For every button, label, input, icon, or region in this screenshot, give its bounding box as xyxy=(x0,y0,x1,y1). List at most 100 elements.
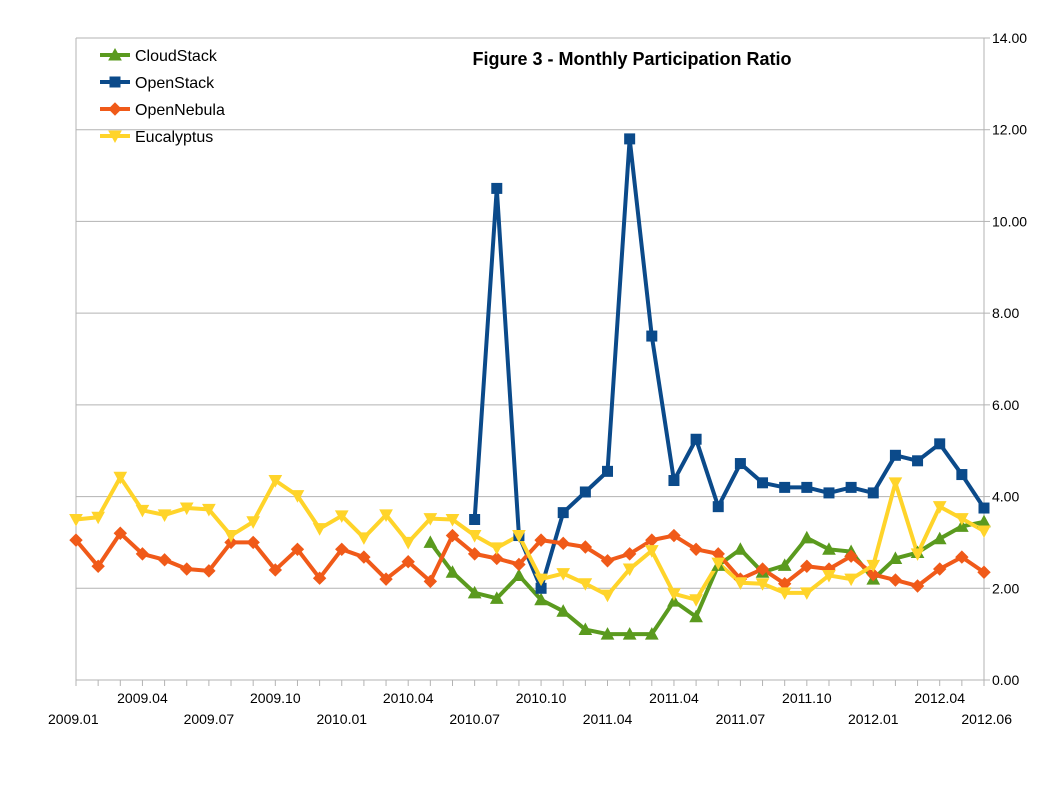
x-tick-label: 2012.01 xyxy=(848,711,899,727)
data-point-opennebula xyxy=(910,579,925,593)
data-point-cloudstack xyxy=(423,535,438,548)
data-point-opennebula xyxy=(534,533,548,547)
data-point-cloudstack xyxy=(733,542,748,555)
data-point-cloudstack xyxy=(777,558,792,571)
data-point-eucalyptus xyxy=(600,589,615,603)
data-point-opennebula xyxy=(600,554,615,568)
data-point-openstack xyxy=(668,475,680,487)
data-point-opennebula xyxy=(755,562,770,576)
data-point-openstack xyxy=(867,487,879,499)
legend-marker-eucalyptus xyxy=(108,130,122,144)
data-point-eucalyptus xyxy=(467,530,482,543)
data-point-openstack xyxy=(912,455,924,467)
data-point-opennebula xyxy=(800,559,814,573)
x-tick-label: 2009.10 xyxy=(250,690,301,706)
data-point-opennebula xyxy=(844,549,858,563)
data-point-eucalyptus xyxy=(401,536,416,550)
data-point-openstack xyxy=(978,502,990,514)
x-tick-label: 2010.04 xyxy=(383,690,434,706)
data-point-openstack xyxy=(469,514,481,525)
x-tick-label: 2010.01 xyxy=(316,711,367,727)
data-point-opennebula xyxy=(490,551,504,566)
data-point-opennebula xyxy=(91,559,105,573)
data-point-openstack xyxy=(602,465,614,477)
data-point-eucalyptus xyxy=(644,545,659,558)
data-point-cloudstack xyxy=(512,568,526,581)
gridlines xyxy=(76,37,984,681)
y-tick-label: 14.00 xyxy=(992,30,1027,46)
data-point-opennebula xyxy=(667,528,681,543)
x-tick-label: 2011.04 xyxy=(583,711,633,727)
data-point-eucalyptus xyxy=(268,475,283,488)
data-point-openstack xyxy=(734,458,746,470)
data-point-opennebula xyxy=(379,572,393,586)
data-point-eucalyptus xyxy=(578,578,593,591)
data-point-eucalyptus xyxy=(179,502,194,516)
data-point-openstack xyxy=(579,486,591,498)
data-point-opennebula xyxy=(512,557,526,572)
data-point-opennebula xyxy=(467,547,482,561)
series-markers xyxy=(69,133,991,640)
data-point-eucalyptus xyxy=(932,501,947,514)
data-point-opennebula xyxy=(977,565,991,579)
chart-title: Figure 3 - Monthly Participation Ratio xyxy=(472,49,791,69)
data-point-eucalyptus xyxy=(224,530,238,543)
y-tick-label: 12.00 xyxy=(992,122,1027,138)
data-point-eucalyptus xyxy=(888,477,903,490)
legend-marker-opennebula xyxy=(108,102,122,116)
y-tick-label: 0.00 xyxy=(992,672,1019,688)
x-tick-label: 2010.07 xyxy=(449,711,500,727)
data-point-opennebula xyxy=(312,571,327,585)
data-point-cloudstack xyxy=(955,519,969,532)
data-point-opennebula xyxy=(180,562,194,576)
data-point-eucalyptus xyxy=(379,509,393,522)
data-point-eucalyptus xyxy=(312,523,327,536)
y-tick-label: 10.00 xyxy=(992,213,1027,229)
data-point-openstack xyxy=(934,438,946,450)
data-point-openstack xyxy=(557,507,569,519)
data-point-opennebula xyxy=(556,536,570,551)
data-point-eucalyptus xyxy=(799,587,814,600)
x-tick-label: 2011.07 xyxy=(716,711,766,727)
data-point-cloudstack xyxy=(689,609,703,623)
data-point-openstack xyxy=(889,449,901,461)
data-point-opennebula xyxy=(268,563,283,577)
data-point-cloudstack xyxy=(445,565,460,578)
data-point-openstack xyxy=(624,133,636,145)
data-point-eucalyptus xyxy=(135,504,150,518)
data-point-openstack xyxy=(823,487,835,499)
data-point-opennebula xyxy=(622,547,637,561)
data-point-eucalyptus xyxy=(866,559,881,573)
data-point-eucalyptus xyxy=(667,588,681,601)
data-point-eucalyptus xyxy=(777,587,792,600)
data-point-opennebula xyxy=(423,574,438,589)
data-point-eucalyptus xyxy=(69,514,83,527)
data-point-openstack xyxy=(712,501,724,513)
data-point-opennebula xyxy=(290,542,305,557)
data-point-opennebula xyxy=(888,573,903,587)
data-point-eucalyptus xyxy=(534,573,548,587)
data-point-openstack xyxy=(845,481,857,493)
x-tick-label: 2012.06 xyxy=(961,711,1012,727)
data-point-eucalyptus xyxy=(733,577,748,590)
data-point-opennebula xyxy=(866,567,880,582)
data-point-cloudstack xyxy=(534,592,548,606)
data-point-cloudstack xyxy=(489,591,504,604)
data-point-openstack xyxy=(956,469,968,481)
data-point-openstack xyxy=(779,481,791,493)
data-point-opennebula xyxy=(357,550,371,564)
data-point-eucalyptus xyxy=(246,516,261,529)
data-point-eucalyptus xyxy=(622,563,637,577)
y-tick-label: 6.00 xyxy=(992,397,1019,413)
x-tick-label: 2011.10 xyxy=(782,690,832,706)
data-point-openstack xyxy=(757,477,769,489)
legend-label-eucalyptus: Eucalyptus xyxy=(135,129,213,146)
data-point-eucalyptus xyxy=(711,557,726,571)
data-point-eucalyptus xyxy=(977,525,991,539)
legend-marker-openstack xyxy=(109,76,121,88)
data-point-eucalyptus xyxy=(822,569,836,583)
data-point-eucalyptus xyxy=(113,471,128,485)
x-tick-label: 2012.04 xyxy=(914,690,965,706)
x-tick-label: 2009.01 xyxy=(48,711,99,727)
